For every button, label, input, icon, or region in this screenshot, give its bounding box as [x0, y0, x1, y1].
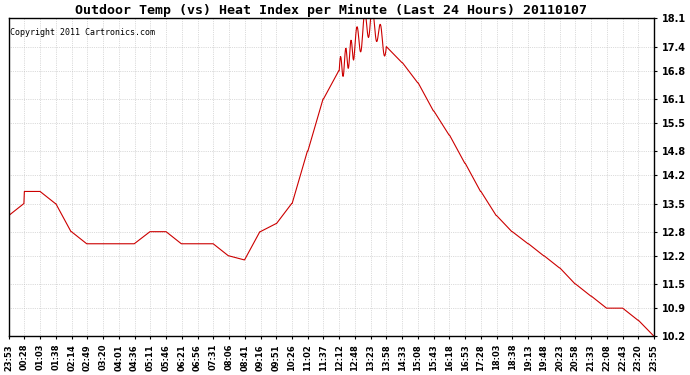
- Title: Outdoor Temp (vs) Heat Index per Minute (Last 24 Hours) 20110107: Outdoor Temp (vs) Heat Index per Minute …: [75, 4, 587, 17]
- Text: Copyright 2011 Cartronics.com: Copyright 2011 Cartronics.com: [10, 28, 155, 37]
